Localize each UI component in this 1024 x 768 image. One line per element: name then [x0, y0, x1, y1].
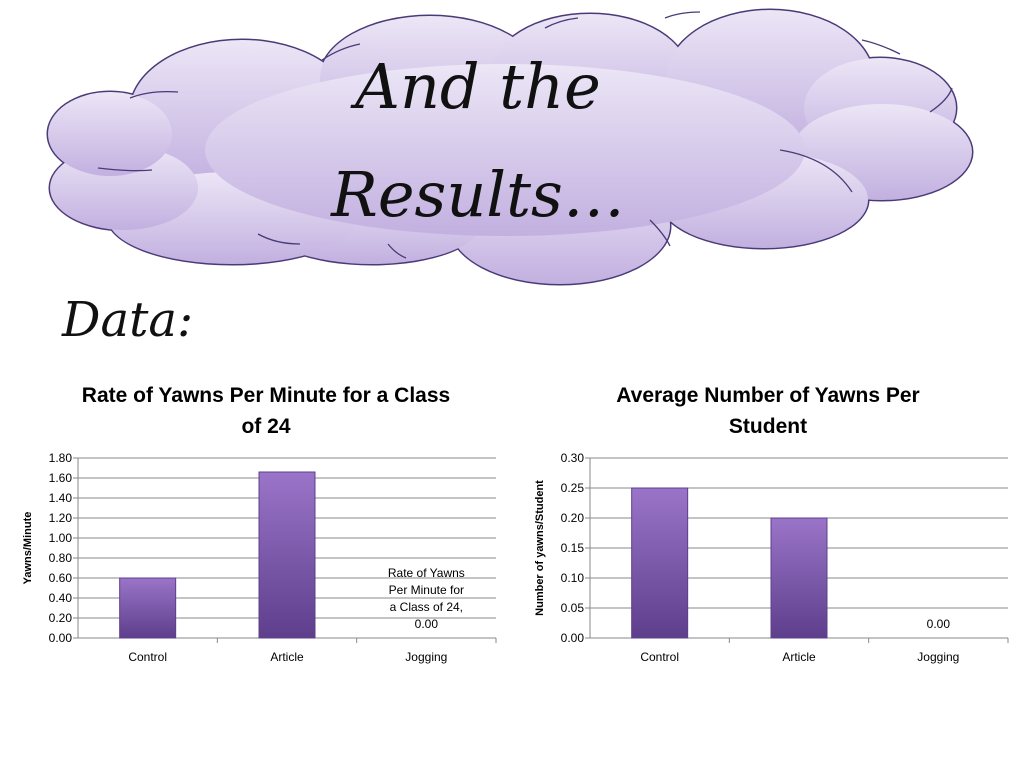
data-labels: Rate of Yawns Per Minute for a Class of 24…: [388, 566, 465, 631]
cloud-arc: [544, 17, 579, 29]
y-tick-label: 1.80: [49, 451, 73, 465]
y-tick-label: 0.30: [561, 451, 585, 465]
data-labels: 0.00: [927, 617, 951, 631]
y-tick-label: 0.20: [561, 511, 585, 525]
chart-yawns-per-minute: Rate of Yawns Per Minute for a Class of …: [22, 384, 497, 664]
bar-article: [258, 471, 316, 639]
bars: [631, 487, 828, 639]
chart-yawns-per-student: Average Number of Yawns Per Student 0.00…: [534, 384, 1009, 664]
x-tick-label: Jogging: [917, 650, 959, 664]
data-label: 0.00: [415, 617, 439, 631]
y-tick-labels: 0.00 0.05 0.10 0.15 0.20 0.25 0.30: [561, 451, 585, 645]
data-label: 0.00: [927, 617, 951, 631]
y-tick-label: 0.25: [561, 481, 585, 495]
cloud-arc: [97, 167, 153, 172]
y-tick-label: 1.20: [49, 511, 73, 525]
cloud-arc: [779, 149, 853, 193]
cloud-arc: [664, 11, 701, 19]
data-label: Rate of Yawns: [388, 566, 465, 580]
y-tick-label: 0.00: [561, 631, 585, 645]
x-tick-labels: Control Article Jogging: [640, 650, 959, 664]
cloud-arc: [387, 243, 407, 259]
y-tick-labels: 0.00 0.20 0.40 0.60 0.80 1.00 1.20 1.40 1.60 1.80: [49, 451, 73, 645]
y-tick-label: 0.20: [49, 611, 73, 625]
y-tick-label: 1.60: [49, 471, 73, 485]
y-tick-label: 1.00: [49, 531, 73, 545]
x-tick-label: Jogging: [405, 650, 447, 664]
cloud-arc: [929, 87, 953, 113]
title-cloud: And the Results…: [46, 8, 974, 286]
chart-title-line-2: of 24: [241, 415, 290, 438]
cloud-arc: [321, 43, 361, 61]
chart-title-line-1: Rate of Yawns Per Minute for a Class: [82, 384, 450, 407]
y-tick-label: 0.40: [49, 591, 73, 605]
chart-title-line-1: Average Number of Yawns Per: [616, 384, 919, 407]
data-label: a Class of 24,: [390, 600, 463, 614]
y-tick-label: 0.10: [561, 571, 585, 585]
x-tick-label: Article: [782, 650, 816, 664]
chart-title-line-2: Student: [729, 415, 807, 438]
cloud-arc: [649, 219, 671, 247]
cloud-title-line-1: And the: [350, 50, 601, 123]
y-tick-label: 1.40: [49, 491, 73, 505]
y-axis-label: Yawns/Minute: [22, 512, 34, 585]
cloud-arc: [257, 233, 301, 245]
cloud-lobe: [48, 92, 172, 176]
cloud-arc: [129, 90, 179, 99]
cloud-inner-arcs: [97, 11, 953, 259]
bar-control: [119, 577, 177, 639]
cloud-title-line-2: Results…: [330, 158, 625, 231]
cloud-arc: [861, 39, 901, 55]
x-tick-label: Article: [270, 650, 304, 664]
y-tick-label: 0.60: [49, 571, 73, 585]
y-axis-label: Number of yawns/Student: [534, 480, 546, 616]
bar-control: [631, 487, 689, 639]
x-tick-labels: Control Article Jogging: [128, 650, 447, 664]
x-tick-label: Control: [128, 650, 167, 664]
bars: [119, 471, 316, 639]
y-tick-label: 0.15: [561, 541, 585, 555]
bar-article: [770, 517, 828, 639]
y-tick-label: 0.80: [49, 551, 73, 565]
cloud-lobe: [205, 64, 805, 236]
data-label: Per Minute for: [389, 583, 464, 597]
x-tick-label: Control: [640, 650, 679, 664]
cloud-shape: [46, 8, 974, 286]
y-tick-label: 0.05: [561, 601, 585, 615]
data-heading: Data:: [61, 292, 193, 348]
y-tick-label: 0.00: [49, 631, 73, 645]
